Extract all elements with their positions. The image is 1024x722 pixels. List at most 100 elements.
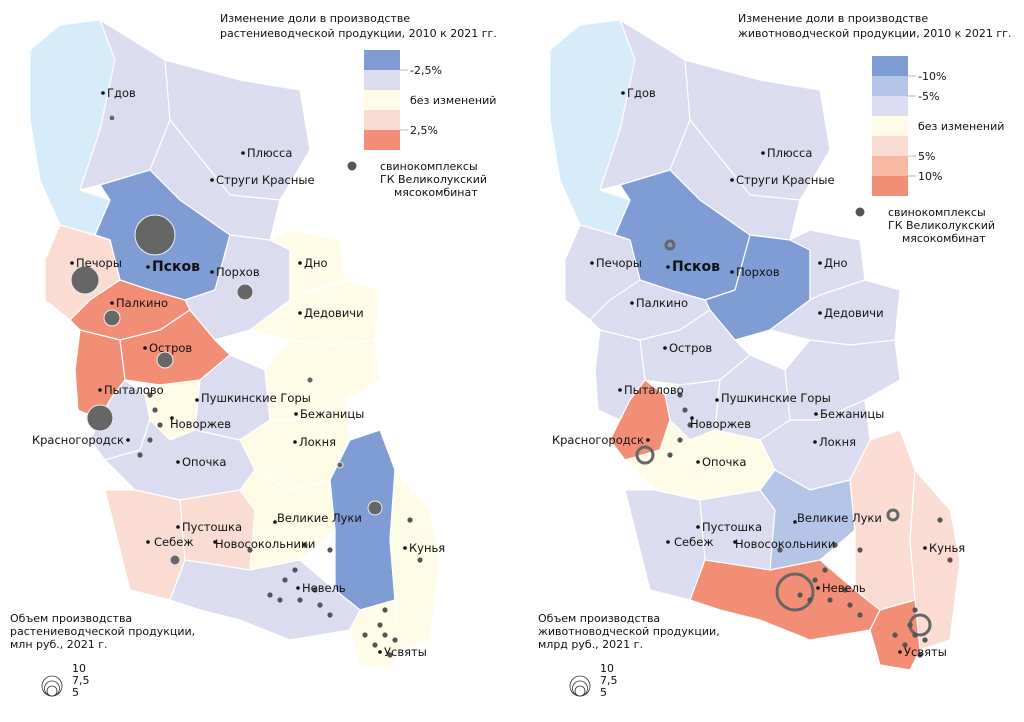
legend-swatch-inc5 bbox=[872, 156, 908, 176]
pig-farm-marker bbox=[902, 642, 908, 648]
pig-farm-marker bbox=[912, 632, 918, 638]
farm-legend-label: свинокомплексы bbox=[888, 206, 986, 219]
volume-legend-title: растениеводческой продукции, bbox=[10, 625, 195, 638]
pig-farm-marker bbox=[417, 557, 423, 563]
city-dot bbox=[793, 520, 797, 524]
pig-farm-marker bbox=[327, 547, 333, 553]
city-dot bbox=[733, 540, 737, 544]
city-dot bbox=[110, 301, 114, 305]
lake-peipus bbox=[29, 19, 116, 236]
city-label: Усвяты bbox=[384, 645, 427, 659]
volume-legend-value: 5 bbox=[72, 686, 79, 699]
district-nevel bbox=[169, 559, 361, 641]
farm-legend-label: мясокомбинат bbox=[394, 186, 478, 199]
pig-farm-marker bbox=[937, 517, 943, 523]
pig-farm-marker bbox=[327, 612, 333, 618]
city-dot bbox=[813, 440, 817, 444]
volume-legend-title: млрд руб., 2021 г. bbox=[538, 638, 643, 651]
city-dot bbox=[101, 91, 105, 95]
city-label: Палкино bbox=[116, 296, 168, 310]
pig-farm-marker bbox=[827, 597, 833, 603]
production-volume-circle bbox=[367, 500, 383, 516]
pig-farm-marker bbox=[687, 422, 693, 428]
city-dot bbox=[816, 586, 820, 590]
city-label: Новосокольники bbox=[735, 537, 835, 551]
city-label: Опочка bbox=[702, 455, 746, 469]
city-label: Дедовичи bbox=[304, 306, 364, 320]
volume-legend-circle bbox=[574, 685, 586, 697]
pig-farm-marker bbox=[267, 592, 273, 598]
city-dot bbox=[126, 438, 130, 442]
pig-farm-marker bbox=[777, 547, 783, 553]
city-dot bbox=[195, 398, 199, 402]
production-volume-circle bbox=[103, 309, 121, 327]
legend-label: -2,5% bbox=[410, 64, 442, 77]
city-label: Гдов bbox=[107, 86, 136, 100]
city-label: Локня bbox=[819, 435, 856, 449]
volume-legend-title: животноводческой продукции, bbox=[538, 625, 720, 638]
farm-legend-label: ГК Великолукский bbox=[380, 173, 487, 186]
production-volume-circle bbox=[236, 283, 254, 301]
city-label: Кунья bbox=[929, 541, 965, 555]
production-volume-circle bbox=[635, 445, 655, 465]
city-dot bbox=[213, 540, 217, 544]
city-label: Порхов bbox=[216, 265, 260, 279]
pig-farm-marker bbox=[667, 452, 673, 458]
pig-farm-marker bbox=[392, 637, 398, 643]
pig-farm-marker bbox=[372, 642, 378, 648]
pig-farm-marker bbox=[382, 607, 388, 613]
city-dot bbox=[646, 438, 650, 442]
volume-legend-value: 5 bbox=[600, 686, 607, 699]
city-label: Себеж bbox=[674, 535, 714, 549]
city-dot bbox=[210, 270, 214, 274]
city-dot bbox=[730, 270, 734, 274]
pig-farm-legend-icon bbox=[855, 207, 865, 217]
city-label: Остров bbox=[669, 341, 712, 355]
city-label: Пушкинские Горы bbox=[721, 391, 831, 405]
city-label: Великие Луки bbox=[797, 511, 882, 525]
map-title: растениеводческой продукции, 2010 к 2021… bbox=[220, 27, 497, 40]
city-label: Палкино bbox=[636, 296, 688, 310]
city-dot bbox=[814, 412, 818, 416]
city-dot bbox=[176, 525, 180, 529]
city-label: Себеж bbox=[154, 535, 194, 549]
city-dot bbox=[298, 261, 302, 265]
city-dot bbox=[273, 520, 277, 524]
city-dot bbox=[630, 301, 634, 305]
city-label: Дно bbox=[824, 256, 848, 270]
lake-peipus bbox=[549, 19, 636, 236]
production-volume-circle bbox=[886, 508, 900, 522]
city-dot bbox=[294, 412, 298, 416]
city-label: Дедовичи bbox=[824, 306, 884, 320]
pig-farm-marker bbox=[152, 407, 158, 413]
crop-map: Гдов Плюсса Струги Красные Псков Печоры Порхо… bbox=[10, 12, 497, 699]
city-label: Пустошка bbox=[182, 520, 242, 534]
city-label: Псков bbox=[672, 259, 720, 275]
city-dot bbox=[923, 546, 927, 550]
pig-farm-marker bbox=[822, 567, 828, 573]
city-label: Бежаницы bbox=[820, 407, 884, 421]
city-dot bbox=[666, 540, 670, 544]
pig-farm-marker bbox=[682, 407, 688, 413]
city-dot bbox=[176, 460, 180, 464]
pig-farm-marker bbox=[247, 547, 253, 553]
city-label: Струги Красные bbox=[216, 173, 315, 187]
city-dot bbox=[818, 311, 822, 315]
district-kunya bbox=[389, 468, 441, 651]
volume-legend-value: 7,5 bbox=[600, 674, 618, 687]
city-dot bbox=[690, 416, 694, 420]
pig-farm-marker bbox=[282, 577, 288, 583]
city-label: Красногородск bbox=[32, 433, 124, 447]
volume-legend-value: 7,5 bbox=[72, 674, 90, 687]
city-dot bbox=[298, 311, 302, 315]
production-volume-circle bbox=[775, 572, 815, 612]
city-dot bbox=[241, 151, 245, 155]
city-dot bbox=[818, 261, 822, 265]
pig-farm-marker bbox=[317, 602, 323, 608]
volume-legend-value: 10 bbox=[72, 662, 86, 675]
city-dot bbox=[70, 261, 74, 265]
legend-label: 5% bbox=[918, 150, 935, 163]
city-dot bbox=[666, 265, 670, 269]
city-dot bbox=[590, 261, 594, 265]
legend-swatch-inc bbox=[364, 110, 400, 130]
